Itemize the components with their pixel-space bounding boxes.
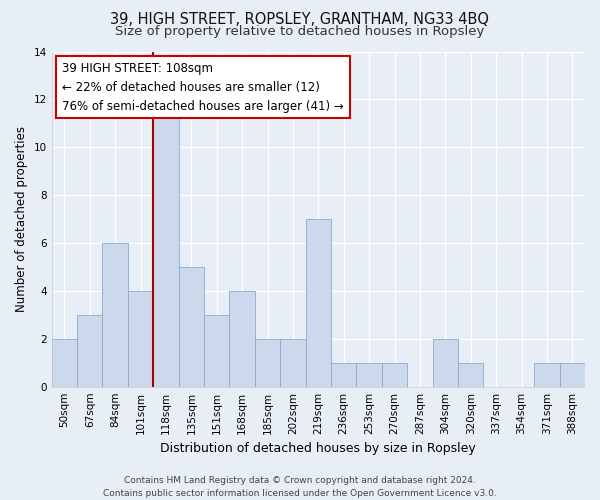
Bar [77, 315, 103, 386]
Bar [458, 362, 484, 386]
Bar [433, 339, 458, 386]
Bar [331, 362, 356, 386]
Bar [382, 362, 407, 386]
Bar [128, 291, 153, 386]
Bar [153, 100, 179, 387]
Bar [103, 243, 128, 386]
Bar [560, 362, 585, 386]
Bar [255, 339, 280, 386]
Bar [204, 315, 229, 386]
Bar [356, 362, 382, 386]
Bar [534, 362, 560, 386]
Text: Size of property relative to detached houses in Ropsley: Size of property relative to detached ho… [115, 25, 485, 38]
Text: 39 HIGH STREET: 108sqm
← 22% of detached houses are smaller (12)
76% of semi-det: 39 HIGH STREET: 108sqm ← 22% of detached… [62, 62, 344, 112]
Bar [52, 339, 77, 386]
X-axis label: Distribution of detached houses by size in Ropsley: Distribution of detached houses by size … [160, 442, 476, 455]
Bar [305, 219, 331, 386]
Text: 39, HIGH STREET, ROPSLEY, GRANTHAM, NG33 4BQ: 39, HIGH STREET, ROPSLEY, GRANTHAM, NG33… [110, 12, 490, 28]
Bar [229, 291, 255, 386]
Bar [280, 339, 305, 386]
Y-axis label: Number of detached properties: Number of detached properties [15, 126, 28, 312]
Bar [179, 267, 204, 386]
Text: Contains HM Land Registry data © Crown copyright and database right 2024.
Contai: Contains HM Land Registry data © Crown c… [103, 476, 497, 498]
